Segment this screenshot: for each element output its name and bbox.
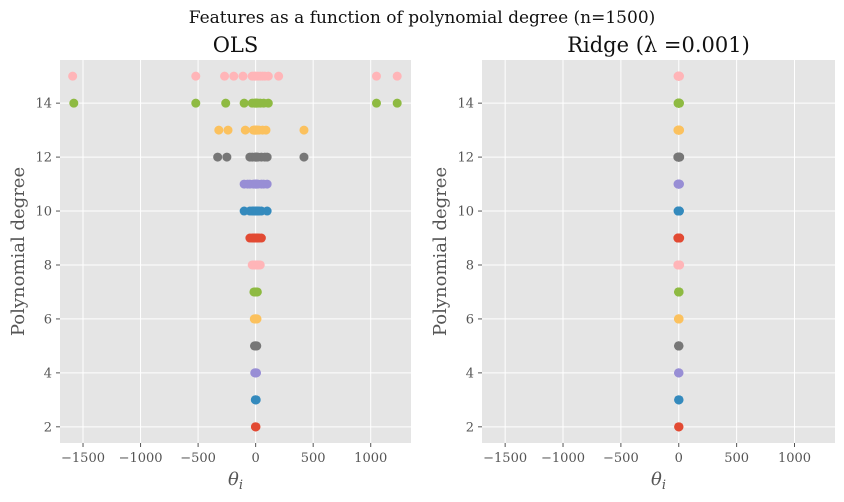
data-point-deg15-0 — [191, 71, 201, 81]
y-tick-label-1: 10 — [457, 205, 474, 220]
data-point-deg2-0 — [250, 422, 260, 432]
data-point-deg2-1 — [674, 422, 684, 432]
data-point-deg14-1 — [674, 98, 684, 108]
x-tick-label-0: −500 — [180, 451, 216, 466]
x-axis-label-0: θi — [228, 469, 243, 493]
data-point-deg9-1 — [674, 233, 684, 243]
y-tick-label-0: 8 — [44, 258, 52, 273]
data-point-deg14-0 — [239, 98, 249, 108]
data-point-deg13-1 — [674, 125, 684, 135]
y-tick-label-0: 12 — [35, 151, 52, 166]
data-point-deg15-0 — [220, 71, 230, 81]
data-point-deg5-0 — [251, 341, 261, 351]
data-point-deg13-0 — [261, 125, 271, 135]
data-point-deg3-1 — [674, 395, 684, 405]
x-tick-label-1: 1000 — [778, 451, 811, 466]
data-point-deg15-0 — [229, 71, 239, 81]
y-tick-label-0: 2 — [44, 420, 52, 435]
y-tick-label-1: 6 — [466, 312, 474, 327]
data-point-deg14-0 — [263, 98, 273, 108]
data-point-deg15-0 — [238, 71, 248, 81]
data-point-deg4-0 — [250, 368, 260, 378]
data-point-deg13-0 — [253, 125, 263, 135]
data-point-deg15-0 — [371, 71, 381, 81]
data-point-deg13-0 — [299, 125, 309, 135]
x-tick-label-0: 1000 — [354, 451, 387, 466]
data-point-deg5-1 — [674, 341, 684, 351]
data-point-deg6-1 — [674, 314, 684, 324]
plot-area-1 — [482, 60, 835, 443]
data-point-deg11-0 — [243, 179, 253, 189]
axes-title-1: Ridge (λ =0.001) — [567, 33, 750, 57]
data-point-deg14-0 — [221, 98, 231, 108]
data-point-deg15-0 — [260, 71, 270, 81]
data-point-deg7-0 — [251, 287, 261, 297]
y-axis-label-1: Polynomial degree — [430, 167, 451, 336]
y-tick-label-0: 4 — [44, 366, 52, 381]
data-point-deg15-0 — [68, 71, 78, 81]
x-tick-label-0: 500 — [301, 451, 326, 466]
data-point-deg13-0 — [240, 125, 250, 135]
data-point-deg13-0 — [214, 125, 224, 135]
x-axis-label-1: θi — [651, 469, 666, 493]
data-point-deg15-0 — [274, 71, 284, 81]
y-tick-label-1: 8 — [466, 258, 474, 273]
y-tick-label-0: 10 — [35, 205, 52, 220]
data-point-deg14-0 — [69, 98, 79, 108]
x-tick-label-0: −1500 — [61, 451, 105, 466]
x-tick-label-1: 0 — [675, 451, 683, 466]
data-point-deg15-0 — [392, 71, 402, 81]
data-point-deg9-0 — [251, 233, 261, 243]
data-point-deg14-0 — [251, 98, 261, 108]
data-point-deg12-0 — [213, 152, 223, 162]
axes-title-0: OLS — [213, 33, 259, 57]
data-point-deg12-1 — [673, 152, 683, 162]
data-point-deg15-0 — [249, 71, 259, 81]
data-point-deg11-0 — [251, 179, 261, 189]
data-point-deg12-0 — [222, 152, 232, 162]
data-point-deg14-0 — [371, 98, 381, 108]
data-point-deg8-1 — [673, 260, 683, 270]
x-tick-label-1: −1000 — [541, 451, 585, 466]
x-tick-label-0: −1000 — [119, 451, 163, 466]
plot-area-0 — [60, 60, 411, 443]
x-tick-label-1: −1500 — [483, 451, 527, 466]
y-tick-label-1: 12 — [457, 151, 474, 166]
data-point-deg10-0 — [262, 206, 272, 216]
y-tick-label-0: 14 — [35, 97, 52, 112]
data-point-deg12-0 — [299, 152, 309, 162]
data-point-deg12-0 — [251, 152, 261, 162]
data-point-deg14-0 — [392, 98, 402, 108]
x-tick-label-1: −500 — [603, 451, 639, 466]
data-point-deg15-1 — [674, 71, 684, 81]
y-tick-label-0: 6 — [44, 312, 52, 327]
y-tick-label-1: 2 — [466, 420, 474, 435]
x-tick-label-1: 500 — [724, 451, 749, 466]
y-tick-label-1: 4 — [466, 366, 474, 381]
data-point-deg6-0 — [251, 314, 261, 324]
y-axis-label-0: Polynomial degree — [8, 167, 29, 336]
figure-title: Features as a function of polynomial deg… — [188, 8, 656, 28]
data-point-deg11-0 — [259, 179, 269, 189]
data-point-deg7-1 — [674, 287, 684, 297]
data-point-deg3-0 — [251, 395, 261, 405]
data-point-deg13-0 — [223, 125, 233, 135]
x-tick-label-0: 0 — [251, 451, 259, 466]
y-tick-label-1: 14 — [457, 97, 474, 112]
data-point-deg11-1 — [674, 179, 684, 189]
data-point-deg14-0 — [191, 98, 201, 108]
data-point-deg4-1 — [674, 368, 684, 378]
data-point-deg10-0 — [252, 206, 262, 216]
data-point-deg8-0 — [254, 260, 264, 270]
data-point-deg10-1 — [674, 206, 684, 216]
